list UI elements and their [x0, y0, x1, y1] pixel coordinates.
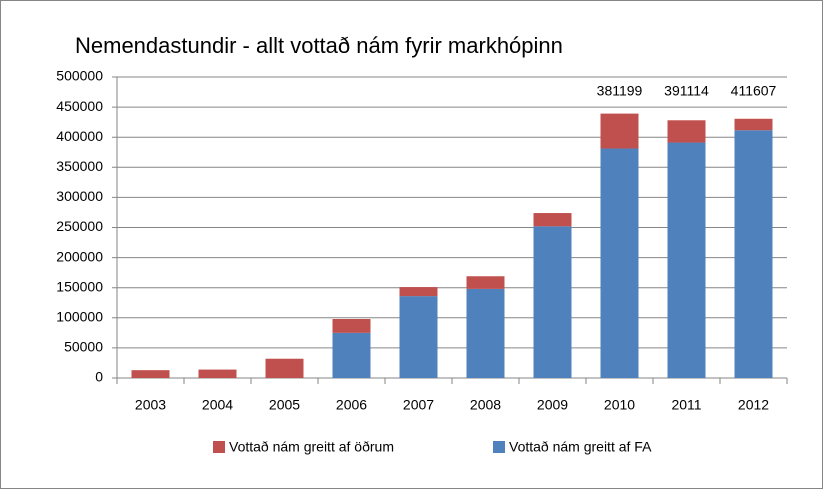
x-tick-label: 2006: [336, 397, 367, 413]
legend-label: Vottað nám greitt af öðrum: [229, 439, 394, 455]
bar-segment: [131, 370, 170, 378]
data-label: 411607: [731, 83, 777, 99]
bar-segment: [533, 213, 572, 227]
x-tick-label: 2012: [738, 397, 769, 413]
bar-segment: [533, 226, 572, 378]
y-tick-label: 500000: [56, 68, 103, 84]
y-tick-label: 100000: [56, 309, 103, 325]
x-tick-label: 2009: [537, 397, 568, 413]
legend-swatch: [213, 441, 225, 453]
x-tick-label: 2008: [470, 397, 501, 413]
y-tick-label: 250000: [56, 218, 103, 234]
bar-segment: [332, 319, 371, 333]
bar-segment: [198, 369, 237, 378]
bar-segment: [265, 358, 304, 378]
x-tick-label: 2007: [403, 397, 434, 413]
bar-segment: [332, 332, 371, 378]
y-tick-label: 50000: [64, 339, 103, 355]
chart-title: Nemendastundir - allt vottað nám fyrir m…: [75, 33, 563, 58]
bar-segment: [466, 276, 505, 289]
y-tick-label: 450000: [56, 98, 103, 114]
data-label: 391114: [664, 83, 709, 99]
bar-segment: [600, 113, 639, 149]
legend-label: Vottað nám greitt af FA: [509, 439, 652, 455]
legend-swatch: [493, 441, 505, 453]
data-label: 381199: [597, 83, 643, 99]
bar-segment: [667, 142, 706, 378]
x-tick-label: 2003: [135, 397, 166, 413]
x-tick-label: 2005: [269, 397, 300, 413]
y-tick-label: 300000: [56, 188, 103, 204]
y-tick-label: 200000: [56, 248, 103, 264]
x-tick-label: 2004: [202, 397, 233, 413]
bar-segment: [399, 287, 438, 297]
y-tick-label: 400000: [56, 128, 103, 144]
y-tick-label: 150000: [56, 278, 103, 294]
bar-segment: [466, 288, 505, 378]
bar-segment: [600, 148, 639, 378]
bar-segment: [734, 130, 773, 378]
bar-segment: [399, 296, 438, 378]
y-tick-label: 0: [95, 369, 103, 385]
bar-segment: [667, 120, 706, 143]
y-tick-label: 350000: [56, 158, 103, 174]
x-tick-label: 2010: [604, 397, 635, 413]
bar-segment: [734, 118, 773, 131]
x-tick-label: 2011: [671, 397, 701, 413]
